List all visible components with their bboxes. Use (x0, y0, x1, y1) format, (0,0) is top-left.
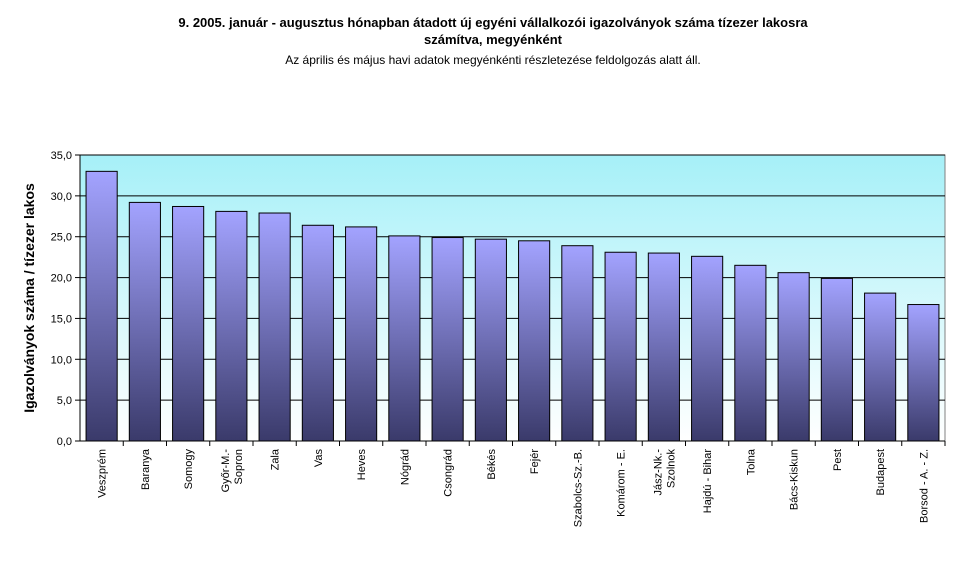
bar (388, 235, 421, 442)
bar (258, 212, 291, 442)
bar (518, 240, 551, 442)
bar (301, 224, 334, 442)
y-axis-label: Igazolványok száma / tízezer lakos (21, 183, 37, 413)
y-tick-label: 10,0 (51, 354, 72, 366)
chart-title: 9. 2005. január - augusztus hónapban áta… (0, 14, 959, 48)
bar (215, 210, 248, 442)
y-tick-label: 5,0 (57, 395, 72, 407)
chart-title-line-1: 9. 2005. január - augusztus hónapban áta… (178, 15, 808, 30)
bar (604, 251, 637, 442)
bar (777, 272, 810, 442)
axes (75, 154, 946, 446)
bar (820, 277, 853, 442)
x-tick-label: Borsod - A. - Z. (918, 449, 930, 523)
x-tick-label: Zala (270, 448, 282, 470)
y-tick-label: 30,0 (51, 191, 72, 203)
chart-subtitle: Az április és május havi adatok megyénké… (285, 53, 701, 67)
x-tick-label: Fejér (529, 449, 541, 474)
bar (647, 252, 680, 442)
x-tick-label: Sopron (233, 449, 245, 484)
x-tick-label: Nógrád (399, 449, 411, 485)
x-tick-label: Békés (486, 449, 498, 480)
x-tick-label: Szolnok (665, 449, 677, 489)
x-tick-label: Veszprém (97, 449, 109, 498)
bar (128, 201, 161, 442)
plot-area (79, 154, 946, 442)
bar (907, 304, 940, 442)
bar (172, 205, 205, 442)
bars (85, 170, 940, 442)
bar (691, 255, 724, 442)
y-tick-label: 35,0 (51, 150, 72, 162)
x-tick-label: Komárom - E. (616, 449, 628, 517)
x-tick-label: Győr-M.- (220, 449, 232, 493)
y-tick-label: 20,0 (51, 273, 72, 285)
x-tick-label: Tolna (745, 448, 757, 475)
y-tick-label: 0,0 (57, 436, 72, 448)
tick-labels: 0,0 5,0 10,0 15,0 20,0 25,0 30,0 35,0 Veszprém Ba… (51, 150, 931, 527)
x-tick-label: Szabolcs-Sz.-B. (572, 449, 584, 527)
x-tick-label: Pest (832, 449, 844, 471)
bar (474, 238, 507, 442)
y-tick-label: 15,0 (51, 313, 72, 325)
x-tick-label: Jász-Nk.- (652, 449, 664, 496)
x-tick-label: Heves (356, 449, 368, 481)
x-tick-label: Somogy (183, 449, 195, 490)
x-tick-label: Hajdú - Bihar (702, 449, 714, 514)
y-tick-label: 25,0 (51, 232, 72, 244)
bar (345, 226, 378, 442)
x-tick-label: Vas (313, 449, 325, 468)
bar (864, 292, 897, 442)
x-tick-label: Baranya (140, 448, 152, 490)
x-tick-label: Csongrád (443, 449, 455, 497)
bar (734, 264, 767, 442)
bar (431, 237, 464, 442)
chart-title-line-2: számítva, megyénként (423, 32, 562, 47)
bar (85, 170, 118, 442)
bar (561, 245, 594, 442)
x-tick-label: Bács-Kiskun (789, 449, 801, 510)
x-tick-label: Budapest (875, 449, 887, 495)
